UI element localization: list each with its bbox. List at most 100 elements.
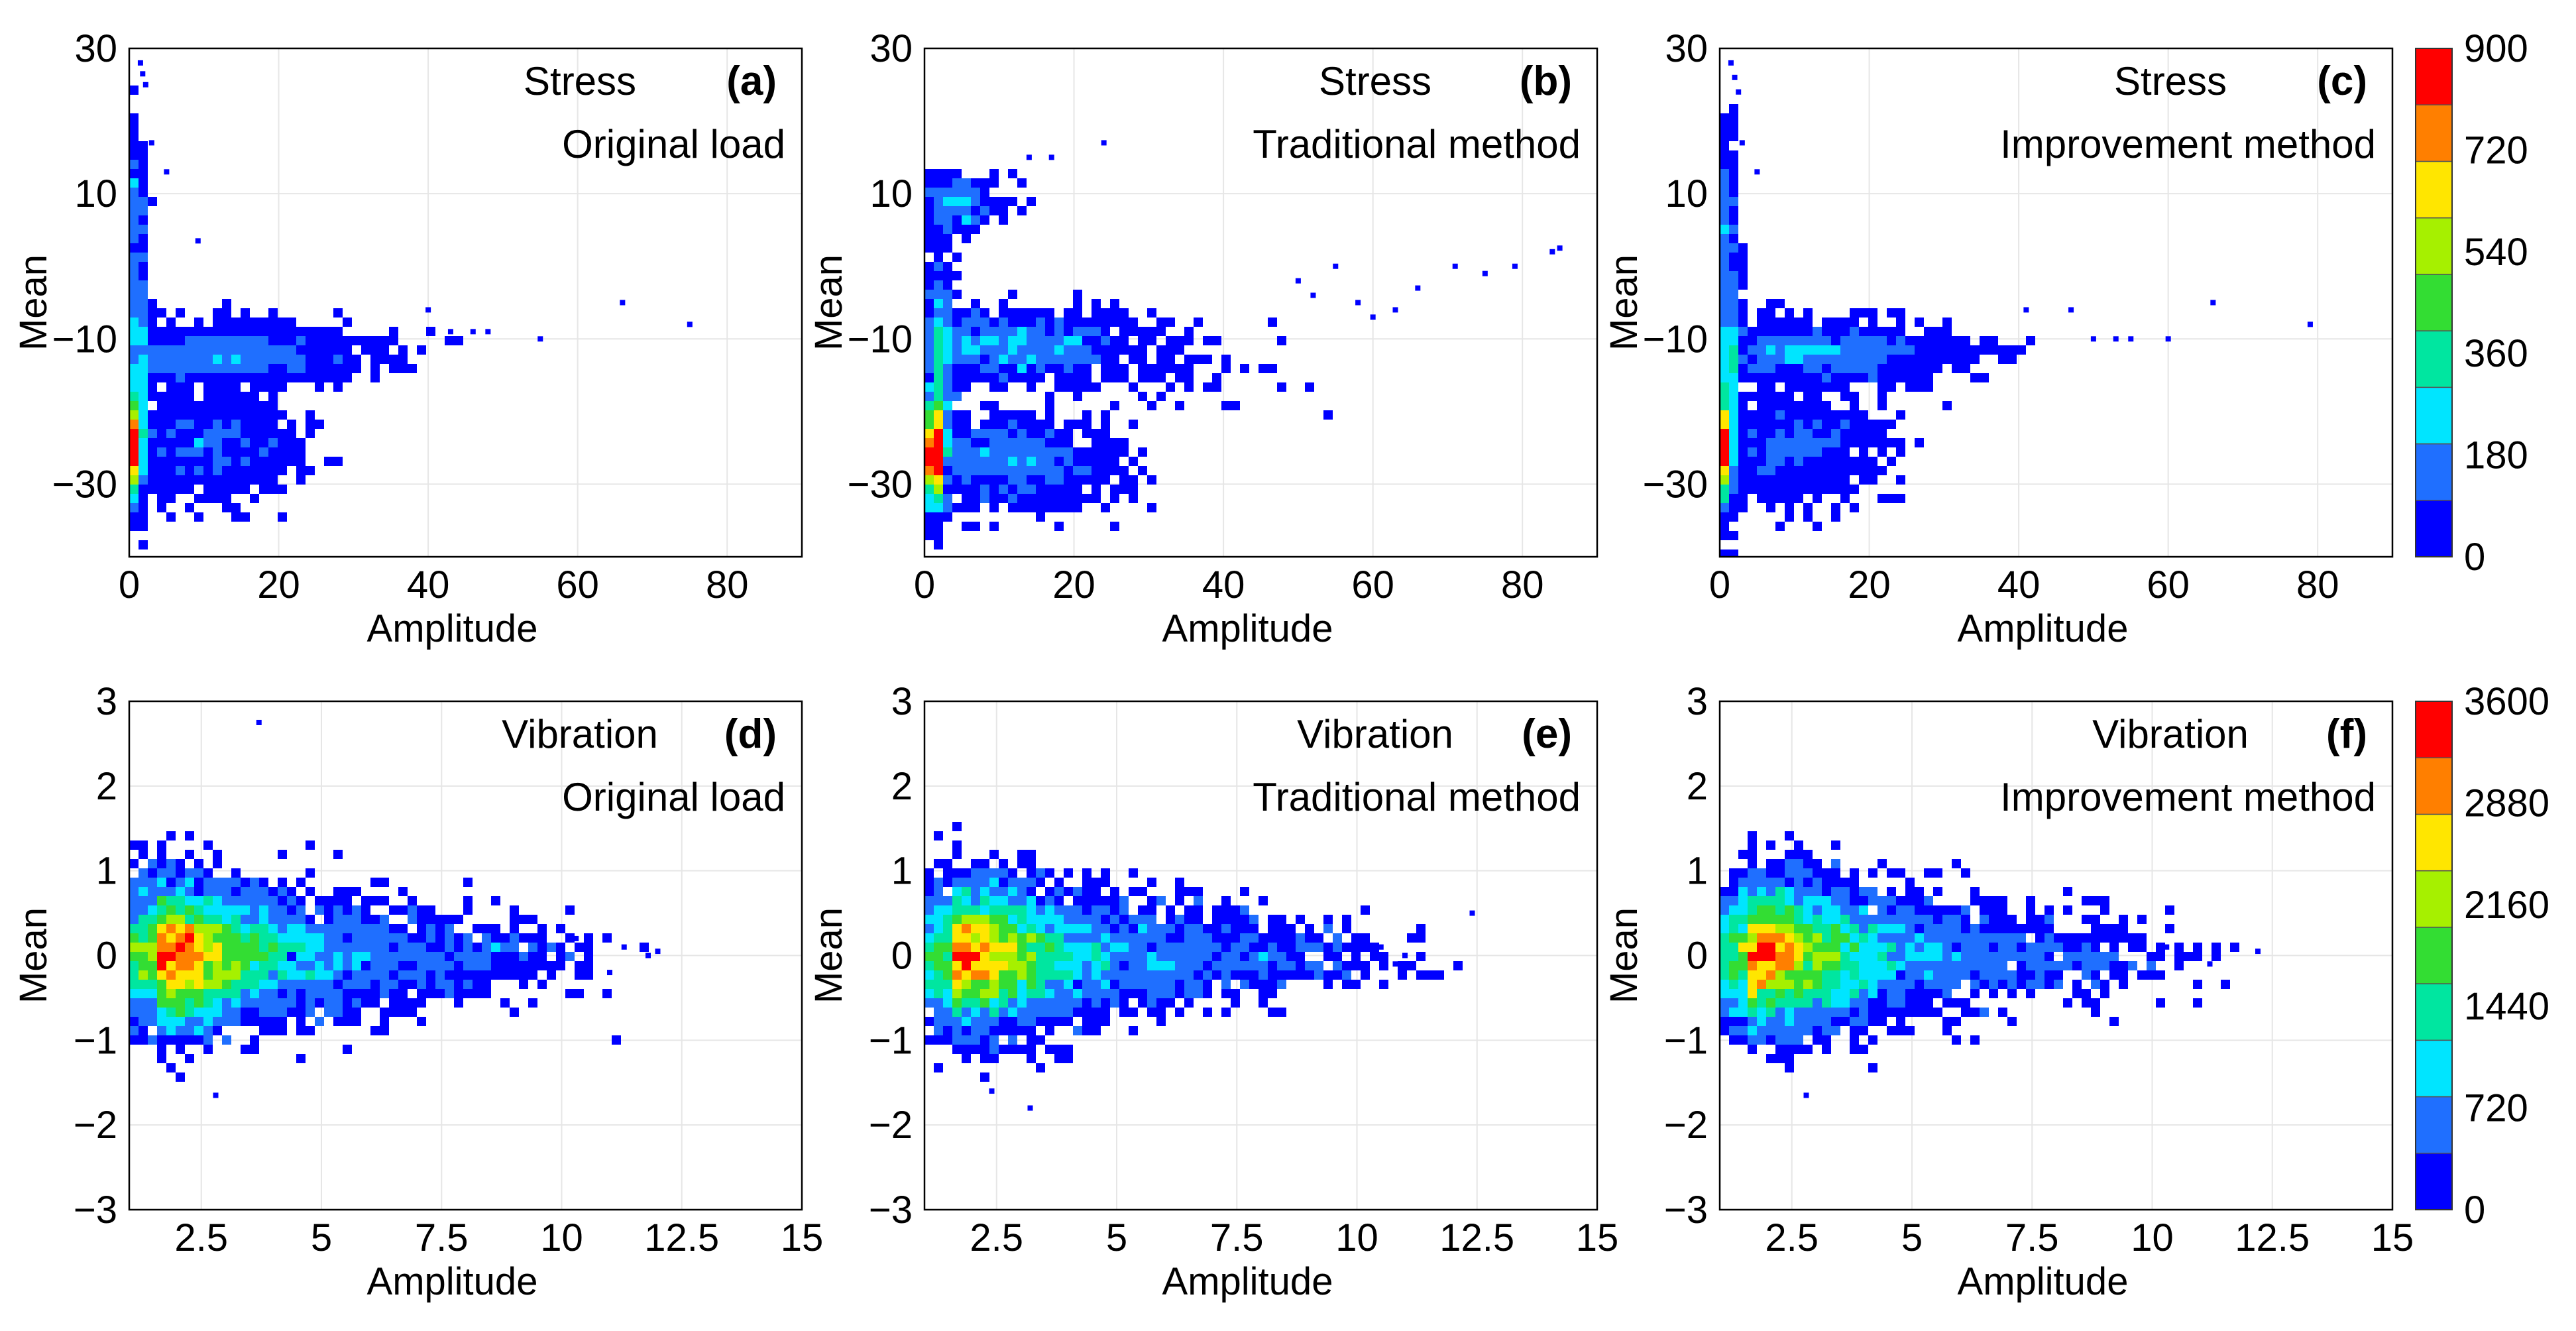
density-bin: [250, 318, 259, 327]
density-bin: [1138, 364, 1147, 373]
density-bin: [2100, 952, 2109, 961]
density-bin: [980, 178, 989, 188]
density-bin: [1905, 905, 1915, 915]
density-bin: [1896, 1017, 1905, 1026]
y-tick-label: 2: [891, 765, 913, 808]
density-bin: [139, 206, 148, 215]
density-bin: [1831, 345, 1840, 355]
density-bin: [952, 822, 962, 831]
density-bin: [1738, 262, 1748, 271]
density-bin: [1766, 420, 1775, 429]
density-bin: [1101, 1017, 1110, 1026]
density-bin: [259, 970, 268, 980]
density-bin: [1794, 970, 1803, 980]
density-bin: [1333, 943, 1342, 952]
density-bin: [1775, 457, 1785, 466]
density-bin: [259, 980, 268, 989]
density-bin: [1757, 392, 1766, 401]
density-bin: [943, 1035, 952, 1045]
density-bin: [259, 878, 268, 887]
density-bin: [1194, 933, 1203, 943]
density-bin: [203, 952, 213, 961]
density-bin: [139, 540, 148, 550]
colorbar-segment: [2415, 386, 2453, 445]
density-bin: [166, 915, 176, 924]
density-bin: [287, 970, 296, 980]
density-bin: [1064, 355, 1073, 364]
density-bin: [1980, 345, 1989, 355]
density-bin: [1147, 327, 1156, 336]
density-bin: [296, 475, 306, 485]
density-bin: [1905, 336, 1915, 345]
density-bin: [1008, 998, 1017, 1008]
density-bin: [1859, 447, 1868, 457]
density-bin: [952, 178, 962, 188]
density-bin: [1831, 1026, 1840, 1035]
density-bin: [1794, 327, 1803, 336]
density-bin: [426, 327, 435, 336]
density-bin: [999, 475, 1008, 485]
density-bin: [1785, 485, 1794, 494]
density-bin: [194, 401, 203, 410]
density-bin: [176, 345, 185, 355]
density-bin: [952, 868, 962, 878]
density-bin: [408, 1008, 417, 1017]
density-bin: [971, 1017, 980, 1026]
density-bin: [166, 1026, 176, 1035]
density-bin: [1138, 327, 1147, 336]
density-bin: [370, 970, 380, 980]
density-bin: [166, 961, 176, 970]
density-bin: [306, 970, 315, 980]
density-bin: [1970, 373, 1980, 382]
density-bin: [166, 327, 176, 336]
density-bin: [1859, 1045, 1868, 1054]
density-bin: [222, 457, 231, 466]
density-bin: [185, 970, 194, 980]
density-bin: [1998, 980, 2007, 989]
density-bin: [1720, 943, 1729, 952]
density-bin: [1915, 1008, 1924, 1017]
density-bin: [324, 980, 333, 989]
density-bin: [934, 364, 943, 373]
density-bin: [250, 373, 259, 382]
density-bin: [1008, 290, 1017, 299]
density-bin: [166, 859, 176, 868]
x-tick-label: 7.5: [415, 1216, 469, 1259]
density-bin: [1194, 924, 1203, 933]
density-bin: [1905, 924, 1915, 933]
density-bin: [1738, 308, 1748, 318]
density-bin: [1915, 952, 1924, 961]
density-bin: [213, 915, 222, 924]
density-bin: [1017, 410, 1027, 420]
density-bin: [139, 169, 148, 178]
density-bin: [1166, 905, 1175, 915]
density-bin: [343, 1008, 352, 1017]
density-bin: [999, 485, 1008, 494]
density-bin: [1794, 998, 1803, 1008]
density-bin: [1748, 868, 1757, 878]
density-bin: [1766, 998, 1775, 1008]
density-bin: [1119, 933, 1129, 943]
density-bin: [1775, 868, 1785, 878]
colorbar-segment: [2415, 443, 2453, 501]
density-bin: [1840, 905, 1850, 915]
density-bin: [1064, 1008, 1073, 1017]
density-bin: [1748, 392, 1757, 401]
density-bin: [1036, 1017, 1045, 1026]
density-bin: [213, 905, 222, 915]
density-bin: [1119, 475, 1129, 485]
density-bin: [333, 980, 343, 989]
density-bin: [1221, 980, 1231, 989]
panel-f: 2.5 5 7.5 10 12.5 15−3−2−10123AmplitudeMeanVi…: [1602, 680, 2414, 1303]
density-bin: [185, 915, 194, 924]
density-bin: [1933, 345, 1942, 355]
density-bin: [1720, 206, 1729, 215]
density-bin: [333, 933, 343, 943]
density-bin: [1027, 1045, 1036, 1054]
density-bin: [1129, 1008, 1138, 1017]
density-bin: [1017, 998, 1027, 1008]
density-bin: [1924, 868, 1933, 878]
density-bin: [231, 466, 241, 475]
density-bin: [157, 933, 166, 943]
density-bin: [454, 980, 463, 989]
